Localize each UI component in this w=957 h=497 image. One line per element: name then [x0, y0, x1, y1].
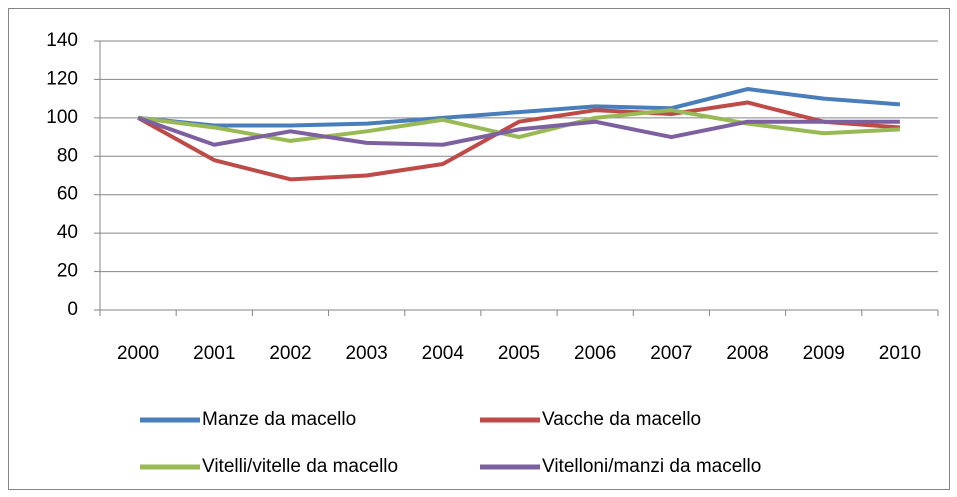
- y-tick-label: 0: [67, 299, 78, 320]
- x-tick-label: 2000: [117, 343, 159, 364]
- y-tick-label: 20: [57, 261, 78, 282]
- x-tick-label: 2006: [574, 343, 616, 364]
- legend-label: Vacche da macello: [542, 409, 701, 430]
- legend-label: Manze da macello: [202, 409, 356, 430]
- y-tick-label: 40: [57, 222, 78, 243]
- y-tick-label: 120: [46, 68, 78, 89]
- series-line: [137, 100, 901, 182]
- series-line: [137, 87, 901, 128]
- x-tick-label: 2001: [193, 343, 235, 364]
- y-tick-label: 80: [57, 145, 78, 166]
- y-tick-label: 100: [46, 107, 78, 128]
- x-tick-label: 2007: [650, 343, 692, 364]
- x-tick-label: 2010: [879, 343, 921, 364]
- x-tick-label: 2004: [422, 343, 465, 364]
- x-tick-label: 2008: [726, 343, 768, 364]
- x-tick-label: 2005: [498, 343, 540, 364]
- legend-label: Vitelli/vitelle da macello: [202, 456, 398, 477]
- x-tick-label: 2002: [269, 343, 311, 364]
- chart-border: [8, 8, 950, 490]
- legend-label: Vitelloni/manzi da macello: [542, 456, 761, 477]
- series-line: [137, 115, 900, 147]
- y-tick-label: 60: [57, 184, 78, 205]
- y-tick-label: 140: [46, 30, 78, 51]
- x-tick-label: 2009: [803, 343, 845, 364]
- x-tick-label: 2003: [345, 343, 387, 364]
